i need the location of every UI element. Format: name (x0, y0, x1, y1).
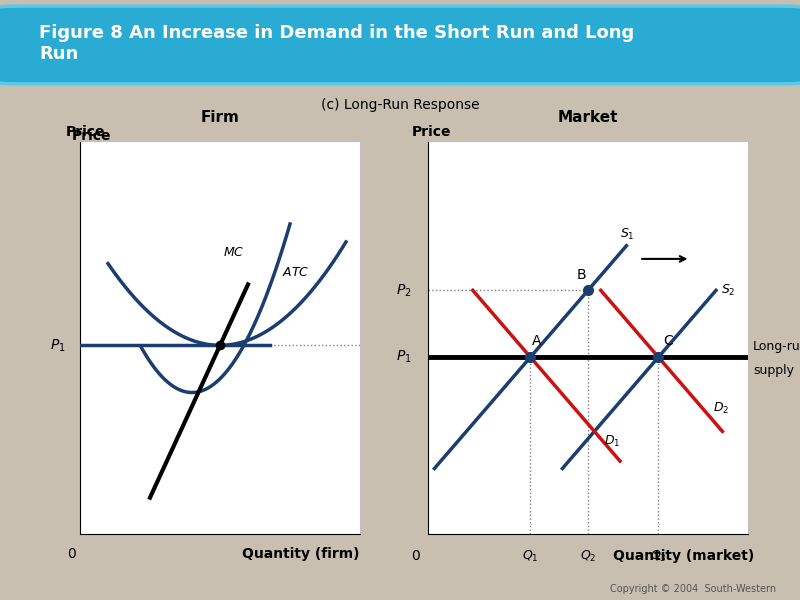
Text: $P_1$: $P_1$ (50, 337, 66, 353)
Text: Price: Price (66, 125, 106, 139)
Text: Long-run: Long-run (753, 340, 800, 353)
Text: Price: Price (412, 125, 451, 139)
Text: supply: supply (753, 364, 794, 377)
Text: B: B (577, 268, 586, 281)
FancyBboxPatch shape (0, 6, 800, 84)
Text: A: A (532, 334, 542, 349)
Text: $P_1$: $P_1$ (396, 349, 412, 365)
Text: $S_1$: $S_1$ (620, 227, 634, 242)
Text: $MC$: $MC$ (222, 246, 244, 259)
Text: $Q_3$: $Q_3$ (650, 548, 666, 563)
Text: Quantity (firm): Quantity (firm) (242, 547, 360, 560)
Text: $ATC$: $ATC$ (282, 266, 309, 278)
Text: $D_2$: $D_2$ (713, 401, 729, 416)
Text: (c) Long-Run Response: (c) Long-Run Response (321, 98, 479, 112)
Text: $Q_2$: $Q_2$ (580, 548, 596, 563)
Text: $P_2$: $P_2$ (397, 282, 412, 299)
Text: Firm: Firm (201, 110, 239, 125)
Text: $D_1$: $D_1$ (604, 434, 620, 449)
Text: $Q_1$: $Q_1$ (522, 548, 538, 563)
Text: 0: 0 (67, 547, 76, 560)
Text: Quantity (market): Quantity (market) (613, 548, 754, 563)
Text: Copyright © 2004  South-Western: Copyright © 2004 South-Western (610, 584, 776, 594)
Text: Market: Market (558, 110, 618, 125)
Text: 0: 0 (411, 548, 419, 563)
Text: $S_2$: $S_2$ (721, 283, 735, 298)
Text: Figure 8 An Increase in Demand in the Short Run and Long
Run: Figure 8 An Increase in Demand in the Sh… (39, 24, 634, 63)
Text: C: C (663, 334, 673, 349)
Text: Price: Price (72, 129, 111, 143)
